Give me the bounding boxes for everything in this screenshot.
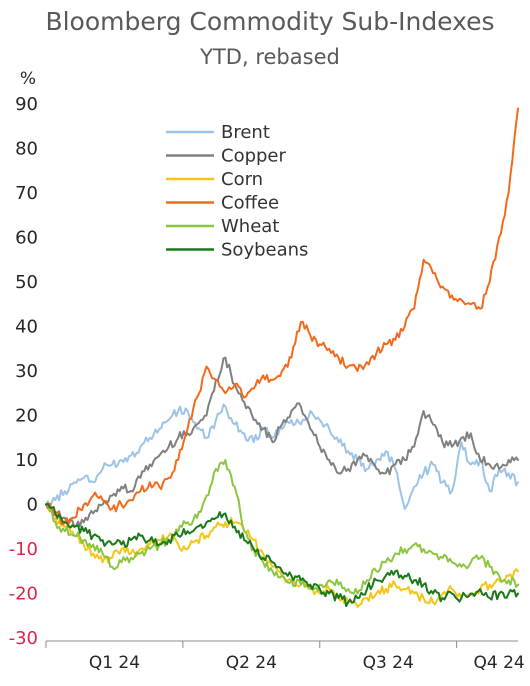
legend-label-wheat: Wheat — [221, 216, 279, 237]
series-line-wheat — [45, 459, 519, 595]
y-tick-label: 80 — [15, 139, 38, 160]
legend-label-coffee: Coffee — [221, 193, 279, 214]
x-tick-label: Q1 24 — [89, 653, 140, 673]
x-tick-label: Q3 24 — [363, 653, 414, 673]
y-tick-label: 10 — [15, 450, 38, 471]
y-axis-ticks: 90 80 70 60 50 40 30 20 10 0 -10 -20 -30 — [9, 94, 38, 649]
legend-label-brent: Brent — [221, 122, 270, 143]
y-tick-label: 90 — [15, 94, 38, 115]
y-tick-label: 0 — [27, 495, 38, 516]
y-tick-label: 60 — [15, 228, 38, 249]
series-line-copper — [45, 356, 519, 528]
chart-subtitle: YTD, rebased — [199, 45, 340, 69]
series-line-brent — [45, 403, 519, 510]
y-tick-label: 20 — [15, 406, 38, 427]
y-tick-label: -10 — [9, 539, 38, 560]
x-axis-ticks: Q1 24 Q2 24 Q3 24 Q4 24 — [45, 641, 525, 673]
legend-label-copper: Copper — [221, 146, 287, 167]
y-tick-label: 70 — [15, 183, 38, 204]
legend-label-soybeans: Soybeans — [221, 240, 308, 261]
y-tick-label: 30 — [15, 361, 38, 382]
y-tick-label: -20 — [9, 584, 38, 605]
chart-title: Bloomberg Commodity Sub-Indexes — [45, 7, 494, 36]
series-line-soybeans — [45, 502, 519, 608]
y-tick-label: -30 — [9, 628, 38, 649]
x-tick-label: Q4 24 — [474, 653, 525, 673]
x-tick-label: Q2 24 — [226, 653, 277, 673]
plot-lines — [45, 107, 519, 608]
series-line-coffee — [45, 107, 519, 526]
y-tick-label: 40 — [15, 317, 38, 338]
legend-label-corn: Corn — [221, 169, 263, 190]
y-tick-label: 50 — [15, 272, 38, 293]
y-unit-label: % — [20, 69, 36, 89]
